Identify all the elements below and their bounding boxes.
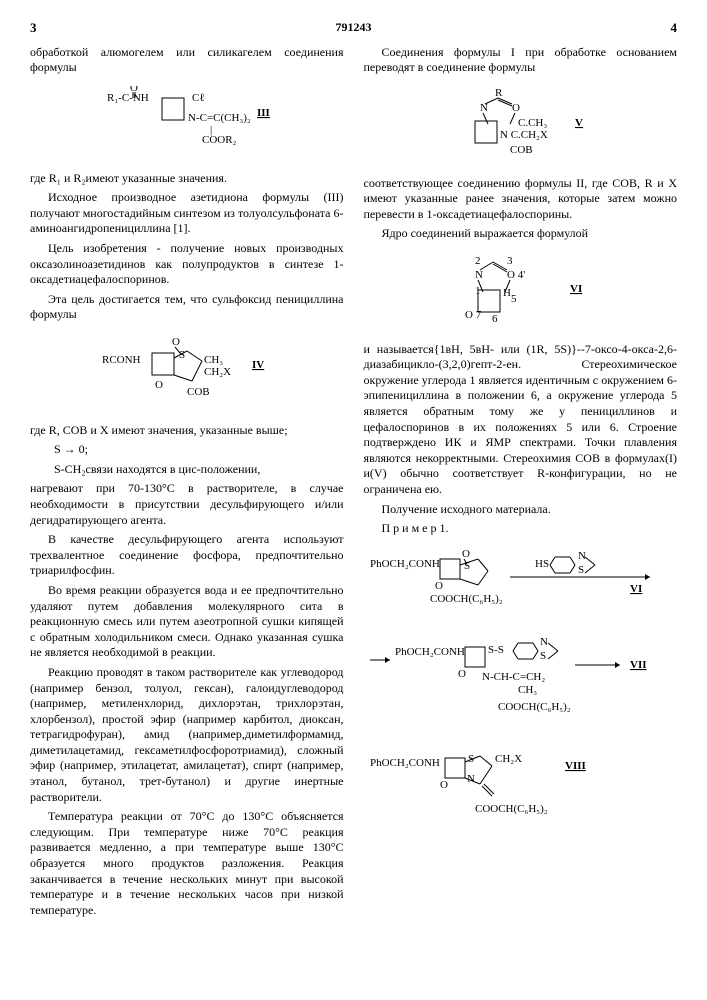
svg-text:VII: VII [630, 659, 647, 671]
page: 3 791243 4 обработкой алюмогелем или сил… [0, 0, 707, 942]
svg-text:O: O [172, 336, 180, 348]
svg-text:O: O [512, 102, 520, 114]
reaction-scheme-1: PhOCH₂CONH O S O COOCH(C₆H₅)₂ HS [364, 543, 678, 626]
text-paragraph: S-CH₂связи находятся в цис-положении, [30, 462, 344, 478]
svg-text:O: O [440, 779, 448, 791]
text-paragraph: Соединения формулы I при обработке основ… [364, 45, 678, 76]
svg-text:C.CH₃: C.CH₃ [518, 117, 547, 129]
svg-text:2: 2 [475, 255, 481, 267]
text-paragraph: Эта цель достигается тем, что сульфоксид… [30, 292, 344, 323]
text-paragraph: Цель изобретения - получение новых произ… [30, 241, 344, 288]
text-paragraph: где R₁ и R₂имеют указанные значения. [30, 171, 344, 187]
chemical-formula-4: RCONH O S CH₃ CH₂X O COB IV [30, 329, 344, 417]
text-paragraph: соответствующее соединению формулы II, г… [364, 176, 678, 223]
svg-text:PhOCH₂CONH: PhOCH₂CONH [395, 646, 465, 658]
svg-text:N-CH-C=CH₂: N-CH-C=CH₂ [482, 671, 545, 683]
page-number-right: 4 [671, 20, 678, 37]
svg-text:VIII: VIII [565, 760, 586, 772]
svg-text:PhOCH₂CONH: PhOCH₂CONH [370, 558, 440, 570]
right-column: Соединения формулы I при обработке основ… [364, 45, 678, 923]
svg-text:R: R [495, 87, 503, 99]
structure-svg: 2 3 N O 4' 1 H 5 O 7 6 VI [445, 252, 595, 327]
left-column: обработкой алюмогелем или силикагелем со… [30, 45, 344, 923]
svg-text:V: V [575, 117, 583, 129]
svg-text:O: O [130, 86, 138, 94]
svg-text:CH₃: CH₃ [204, 354, 223, 366]
svg-text:III: III [257, 107, 270, 119]
svg-text:O 7: O 7 [465, 309, 482, 321]
structure-svg: PhOCH₂CONH S CH₂X N O COOCH(C₆H₅)₂ VIII [370, 744, 670, 824]
svg-text:COOR₂: COOR₂ [202, 134, 237, 146]
svg-text:N: N [480, 102, 488, 114]
svg-text:VI: VI [630, 583, 642, 595]
text-paragraph: Реакцию проводят в таком растворителе ка… [30, 665, 344, 805]
chemical-formula-6: 2 3 N O 4' 1 H 5 O 7 6 VI [364, 248, 678, 336]
svg-text:COOCH(C₆H₅)₂: COOCH(C₆H₅)₂ [430, 593, 503, 605]
text-paragraph: и называется{1вH, 5вH- или (1R, 5S)}--7-… [364, 342, 678, 498]
reaction-scheme-3: PhOCH₂CONH S CH₂X N O COOCH(C₆H₅)₂ VIII [364, 740, 678, 833]
svg-text:H: H [503, 287, 511, 299]
text-paragraph: В качестве десульфирующего агента исполь… [30, 532, 344, 579]
svg-text:PhOCH₂CONH: PhOCH₂CONH [370, 757, 440, 769]
text-paragraph: Ядро соединений выражается формулой [364, 226, 678, 242]
svg-text:CH₃: CH₃ [518, 684, 537, 696]
svg-text:R₁-C-NH: R₁-C-NH [107, 92, 149, 104]
svg-text:S: S [540, 650, 546, 662]
text-paragraph: обработкой алюмогелем или силикагелем со… [30, 45, 344, 76]
two-column-layout: обработкой алюмогелем или силикагелем со… [30, 45, 677, 923]
text-paragraph: П р и м е р 1. [364, 521, 678, 537]
svg-text:COB: COB [187, 386, 210, 398]
svg-text:O: O [462, 548, 470, 560]
structure-svg: PhOCH₂CONH S-S N S O N-CH-C=CH₂ CH₃ [370, 635, 670, 725]
structure-svg: PhOCH₂CONH O S O COOCH(C₆H₅)₂ HS [370, 547, 670, 617]
svg-text:S: S [578, 564, 584, 576]
patent-number: 791243 [37, 20, 671, 37]
svg-text:N: N [467, 773, 475, 785]
svg-text:CH₂X: CH₂X [204, 366, 231, 378]
svg-text:O: O [458, 668, 466, 680]
svg-text:IV: IV [252, 359, 264, 371]
text-paragraph: Исходное производное азетидиона формулы … [30, 190, 344, 237]
svg-text:COOCH(C₆H₅)₂: COOCH(C₆H₅)₂ [475, 803, 548, 815]
text-paragraph: S → 0; [30, 442, 344, 458]
svg-text:HS: HS [535, 558, 549, 570]
svg-text:RCONH: RCONH [102, 354, 141, 366]
svg-text:O 4': O 4' [507, 269, 525, 281]
svg-text:N: N [578, 550, 586, 562]
structure-svg: R N O C.CH₃ N C.CH₂X COB V [440, 86, 600, 161]
svg-text:Cℓ: Cℓ [192, 92, 205, 104]
svg-text:N-C=C(CH₃)₂: N-C=C(CH₃)₂ [188, 112, 251, 124]
reaction-scheme-2: PhOCH₂CONH S-S N S O N-CH-C=CH₂ CH₃ [364, 631, 678, 734]
text-paragraph: Температура реакции от 70°С до 130°С объ… [30, 809, 344, 918]
text-paragraph: где R, COB и X имеют значения, указанные… [30, 423, 344, 439]
svg-text:6: 6 [492, 313, 498, 325]
text-paragraph: Получение исходного материала. [364, 502, 678, 518]
svg-text:COB: COB [510, 144, 533, 156]
svg-text:O: O [435, 580, 443, 592]
svg-text:O: O [155, 379, 163, 391]
svg-text:N C.CH₂X: N C.CH₂X [500, 129, 548, 141]
svg-text:CH₂X: CH₂X [495, 753, 522, 765]
chemical-formula-3: R₁-C-NH O Cℓ N-C=C(CH₃)₂ | COOR₂ III [30, 82, 344, 165]
page-header: 3 791243 4 [30, 20, 677, 37]
svg-text:S-S: S-S [488, 644, 504, 656]
structure-svg: RCONH O S CH₃ CH₂X O COB IV [97, 333, 277, 408]
svg-text:5: 5 [511, 293, 517, 305]
structure-svg: R₁-C-NH O Cℓ N-C=C(CH₃)₂ | COOR₂ III [102, 86, 272, 156]
text-paragraph: Во время реакции образуется вода и ее пр… [30, 583, 344, 661]
chemical-formula-5: R N O C.CH₃ N C.CH₂X COB V [364, 82, 678, 170]
text-paragraph: нагревают при 70-130°С в растворителе, в… [30, 481, 344, 528]
svg-text:N: N [475, 269, 483, 281]
svg-text:COOCH(C₆H₅)₂: COOCH(C₆H₅)₂ [498, 701, 571, 713]
svg-text:VI: VI [570, 283, 582, 295]
svg-text:N: N [540, 636, 548, 648]
svg-text:3: 3 [507, 255, 513, 267]
